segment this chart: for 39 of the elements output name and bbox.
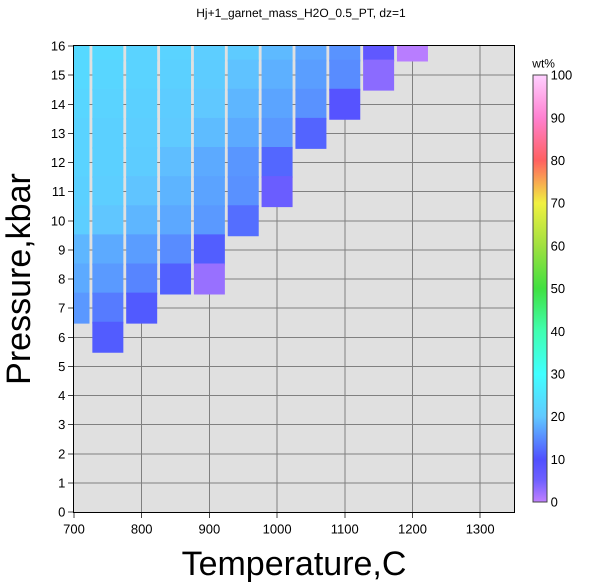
color-bar-label: 50 (550, 281, 566, 296)
y-tick-label: 8 (58, 272, 66, 287)
color-bar-label: 0 (550, 494, 558, 510)
x-tick-label: 800 (130, 522, 153, 537)
y-tick-label: 15 (50, 68, 66, 83)
x-tick-label: 1100 (330, 522, 359, 537)
y-tick-label: 5 (58, 358, 66, 374)
color-bar-label: 40 (550, 324, 566, 339)
y-tick-label: 4 (58, 388, 66, 404)
y-tick-label: 14 (50, 96, 66, 112)
x-tick-label: 700 (63, 522, 85, 537)
color-bar-label: 30 (550, 366, 566, 382)
y-tick-label: 12 (50, 155, 66, 170)
x-tick-label: 1200 (398, 522, 427, 537)
color-bar-label: 100 (550, 68, 572, 83)
color-bar-title: wt% (531, 56, 556, 70)
color-bar-label: 80 (550, 152, 566, 168)
y-tick-label: 2 (58, 446, 66, 462)
y-tick-label: 11 (52, 184, 66, 200)
x-tick-label: 1000 (262, 522, 292, 537)
x-tick-label: 1300 (466, 522, 495, 537)
y-tick-label: 0 (58, 504, 66, 520)
y-tick-label: 7 (58, 300, 66, 316)
y-tick-label: 3 (58, 417, 66, 432)
x-axis-title: Temperature,C (182, 544, 406, 583)
y-tick-label: 9 (58, 242, 66, 258)
color-bar-label: 90 (550, 110, 566, 126)
y-tick-label: 13 (50, 126, 66, 141)
chart-title: Hj+1_garnet_mass_H2O_0.5_PT, dz=1 (196, 6, 406, 20)
y-tick-label: 10 (50, 213, 66, 228)
x-tick-label: 900 (198, 522, 220, 537)
color-bar-label: 20 (550, 409, 566, 424)
y-tick-label: 6 (58, 330, 66, 345)
y-axis-title: Pressure,kbar (0, 173, 38, 385)
color-bar-label: 60 (550, 238, 566, 254)
y-tick-label: 16 (50, 38, 66, 54)
y-tick-label: 1 (58, 475, 66, 490)
color-bar-label: 10 (550, 452, 566, 467)
color-bar-label: 70 (550, 196, 566, 211)
